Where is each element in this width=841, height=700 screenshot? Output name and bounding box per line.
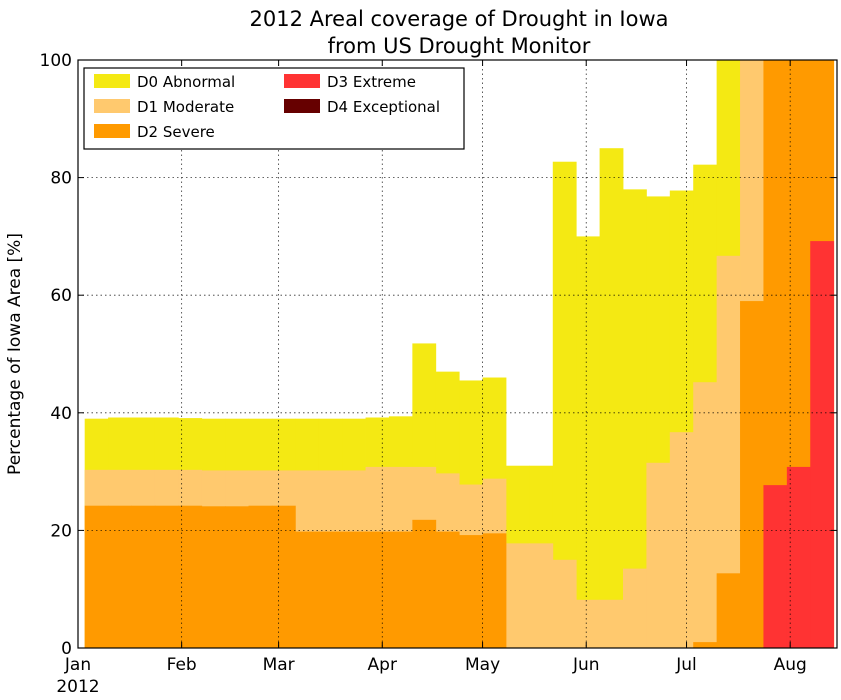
legend-label-d3: D3 Extreme — [327, 73, 416, 91]
legend-swatch-d3 — [284, 74, 320, 88]
legend-label-d1: D1 Moderate — [137, 98, 234, 116]
y-tick-label-80: 80 — [50, 169, 72, 189]
bar-d2-week-15 — [412, 519, 437, 648]
y-tick-label-40: 40 — [50, 404, 72, 424]
bar-d0-week-23 — [599, 148, 624, 648]
x-tick-label-aug: Aug — [774, 655, 807, 675]
bar-d0-week-24 — [623, 189, 647, 649]
bar-d2-week-2 — [108, 505, 132, 648]
bar-d0-week-22 — [576, 236, 601, 648]
legend-frame — [83, 67, 465, 150]
bar-d1-week-24 — [623, 568, 647, 648]
bar-d2-week-8 — [248, 505, 273, 648]
plot-frame — [77, 59, 838, 649]
bar-d2-week-6 — [201, 506, 226, 648]
bar-d1-week-19 — [505, 543, 530, 648]
bar-d2-week-5 — [178, 505, 203, 648]
y-tick-label-0: 0 — [61, 639, 72, 659]
x-tick-label-feb: Feb — [167, 655, 197, 675]
x-tick-label-jan: Jan — [64, 655, 91, 675]
bar-d2-week-10 — [295, 531, 320, 648]
bars-layer — [84, 60, 835, 649]
bar-d1-week-20 — [529, 543, 554, 648]
bar-d1-week-28 — [716, 255, 741, 649]
bar-d2-week-16 — [435, 531, 460, 648]
bar-d2-week-1 — [84, 505, 109, 648]
bar-d2-week-4 — [154, 505, 179, 648]
bar-d1-week-25 — [646, 462, 671, 648]
bar-d1-week-22 — [576, 599, 601, 648]
legend-swatch-d1 — [94, 99, 130, 113]
bar-d3-week-31 — [786, 466, 811, 648]
legend-swatch-d4 — [284, 99, 320, 113]
y-tick-label-20: 20 — [50, 521, 72, 541]
bar-d2-week-29 — [740, 301, 764, 648]
bar-d1-week-23 — [599, 599, 624, 648]
legend-label-d2: D2 Severe — [137, 123, 215, 141]
bar-d2-week-12 — [342, 531, 366, 648]
bar-d3-week-30 — [763, 485, 788, 648]
y-tick-label-100: 100 — [40, 51, 72, 71]
bar-d2-week-11 — [318, 531, 343, 648]
bar-d2-week-27 — [693, 642, 718, 648]
bar-d1-week-21 — [552, 559, 577, 648]
x-tick-label-jun: Jun — [572, 655, 600, 675]
bar-d0-week-21 — [552, 161, 577, 648]
legend: D0 Abnormal D1 Moderate D2 Severe D3 Extrem… — [83, 67, 465, 150]
y-axis: 0 20 40 60 80 100 — [40, 51, 837, 659]
legend-label-d0: D0 Abnormal — [137, 73, 235, 91]
x-tick-label-apr: Apr — [368, 655, 397, 675]
bar-d2-week-17 — [459, 535, 483, 648]
x-tick-label-may: May — [465, 655, 500, 675]
bar-d1-week-27 — [693, 382, 718, 648]
bar-d2-week-14 — [388, 531, 413, 648]
y-tick-label-60: 60 — [50, 286, 72, 306]
legend-swatch-d2 — [94, 124, 130, 138]
bar-d2-week-7 — [225, 506, 249, 648]
bar-d2-week-18 — [482, 533, 507, 648]
grid-layer — [78, 60, 837, 648]
chart-title-line-2: from US Drought Monitor — [328, 34, 591, 58]
x-tick-sublabel-jan: 2012 — [56, 677, 99, 697]
bar-d3-week-32 — [810, 241, 835, 648]
bar-d2-week-28 — [716, 573, 741, 648]
legend-swatch-d0 — [94, 74, 130, 88]
chart-title-line-1: 2012 Areal coverage of Drought in Iowa — [250, 7, 669, 31]
bar-d2-week-9 — [271, 505, 296, 648]
bar-d2-week-3 — [131, 505, 156, 648]
legend-label-d4: D4 Exceptional — [327, 98, 440, 116]
y-axis-label: Percentage of Iowa Area [%] — [5, 233, 25, 475]
bar-d1-week-26 — [669, 432, 694, 648]
bar-d2-week-13 — [365, 531, 390, 648]
x-tick-label-mar: Mar — [263, 655, 295, 675]
x-tick-label-jul: Jul — [675, 655, 697, 675]
